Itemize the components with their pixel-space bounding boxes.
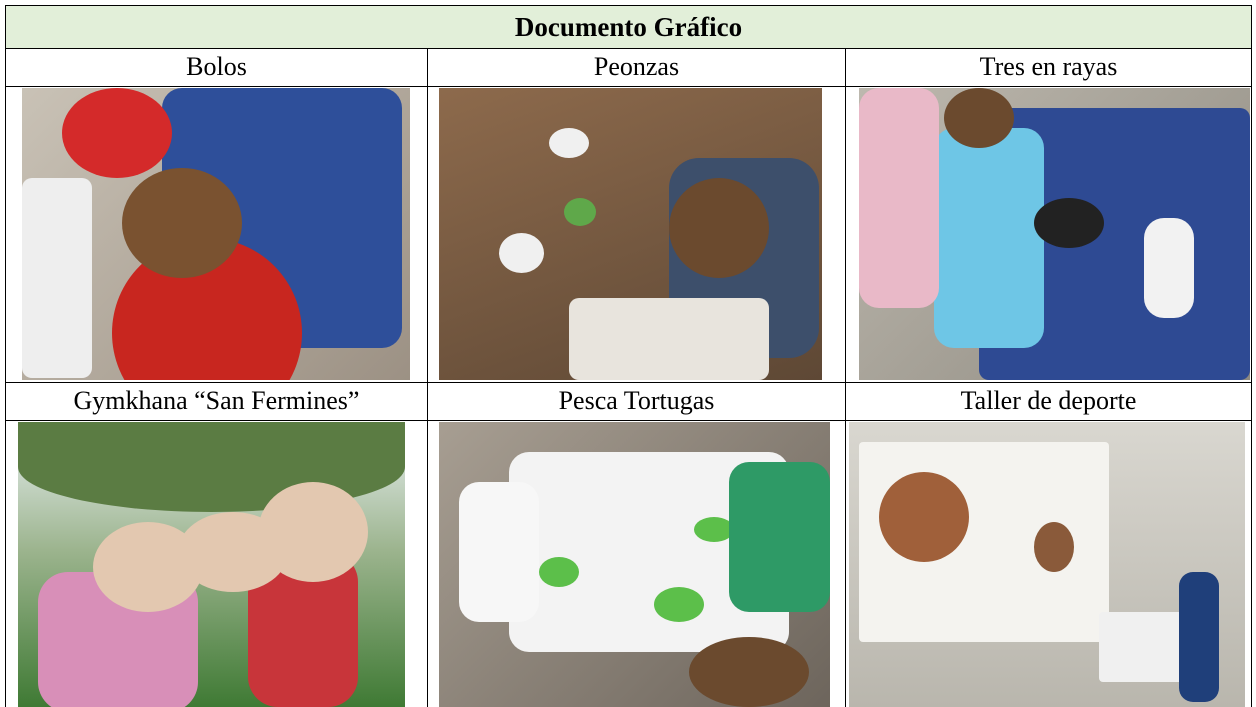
table-border <box>1251 5 1252 707</box>
photo-tres-en-rayas <box>859 88 1250 380</box>
activity-label: Peonzas <box>593 52 680 81</box>
table-border <box>427 48 428 707</box>
table-border <box>5 5 6 707</box>
activity-label: Tres en rayas <box>979 52 1118 81</box>
activity-label: Bolos <box>186 52 247 81</box>
activity-label: Gymkhana “San Fermines” <box>73 386 360 415</box>
photo-peonzas <box>439 88 822 380</box>
table-border <box>845 48 846 707</box>
table-border <box>5 48 1252 49</box>
photo-pesca-tortugas <box>439 422 830 707</box>
activity-label: Taller de deporte <box>960 386 1137 415</box>
table-border <box>5 86 1252 87</box>
photo-bolos <box>22 88 410 380</box>
document-title: Documento Gráfico <box>6 6 1251 48</box>
photo-gymkhana <box>18 422 405 707</box>
table-border <box>5 420 1252 421</box>
photo-taller-de-deporte <box>849 422 1245 707</box>
table-border <box>5 382 1252 383</box>
activity-label: Pesca Tortugas <box>558 386 715 415</box>
table-border <box>5 5 1252 6</box>
